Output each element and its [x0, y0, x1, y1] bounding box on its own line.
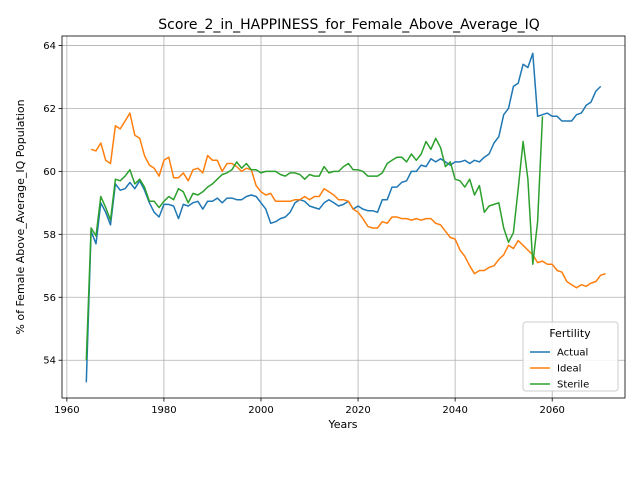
- x-tick-label: 2060: [539, 405, 564, 416]
- legend-label-ideal: Ideal: [557, 364, 581, 375]
- y-tick-label: 58: [43, 230, 56, 241]
- legend-label-sterile: Sterile: [557, 380, 589, 391]
- x-axis-label: Years: [327, 418, 357, 431]
- grid-lines: [62, 36, 625, 398]
- y-tick-label: 56: [43, 293, 56, 304]
- y-axis-label: % of Female Above_Average_IQ Population: [14, 99, 27, 334]
- legend-box: [522, 321, 619, 392]
- legend-items: Actual Ideal Sterile: [530, 348, 589, 391]
- x-tick-label: 2020: [345, 405, 370, 416]
- series-line-ideal: [90, 112, 606, 289]
- axis-ticks: 1960 1980 2000 2020 2040 2060 54 56 58 60 62 64: [43, 41, 565, 416]
- y-tick-label: 64: [43, 41, 56, 52]
- series-line-actual: [85, 52, 602, 383]
- series-line-sterile: [85, 116, 544, 361]
- y-tick-label: 62: [43, 104, 56, 115]
- legend-label-actual: Actual: [557, 348, 588, 359]
- x-tick-label: 1960: [54, 405, 79, 416]
- series-layer: [85, 52, 606, 383]
- y-tick-label: 54: [43, 356, 56, 367]
- plot-frame: [61, 35, 626, 399]
- x-tick-label: 2000: [248, 405, 273, 416]
- legend-title: Fertility: [549, 327, 591, 340]
- y-tick-label: 60: [43, 167, 56, 178]
- legend: Fertility Actual Ideal Sterile: [522, 321, 619, 392]
- x-tick-label: 2040: [442, 405, 467, 416]
- chart-title: Score_2_in_HAPPINESS_for_Female_Above_Av…: [158, 17, 540, 33]
- x-tick-label: 1980: [151, 405, 176, 416]
